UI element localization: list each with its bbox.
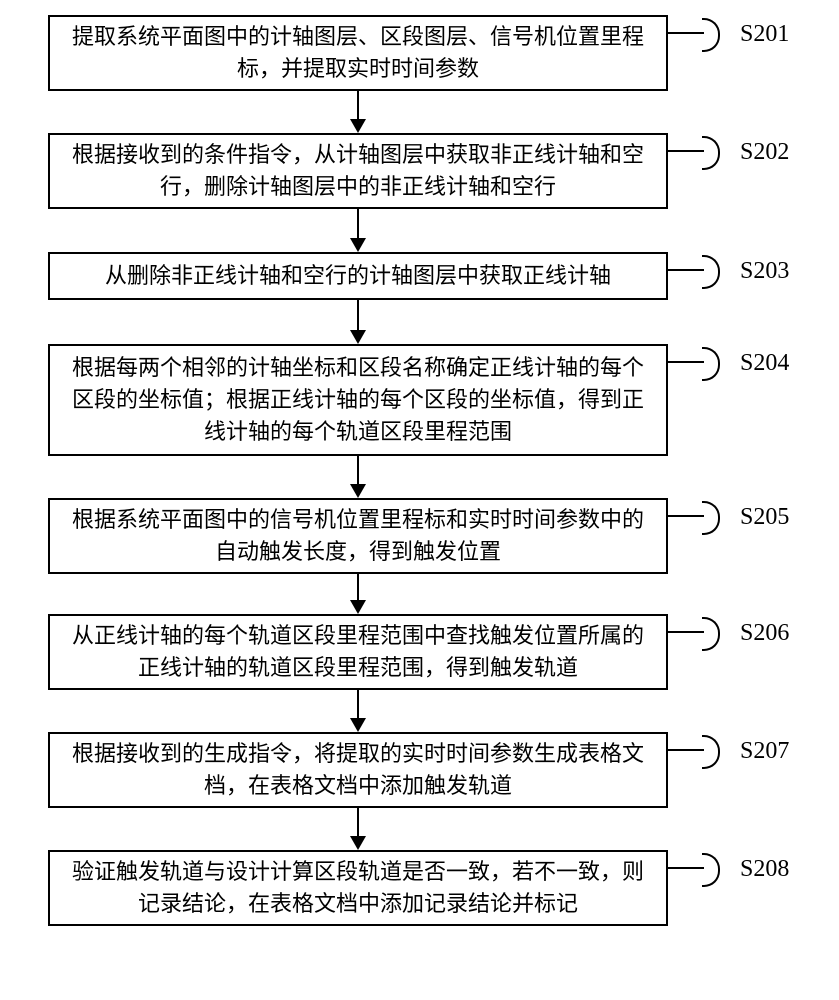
tie-s202 xyxy=(668,136,720,166)
step-s204: 根据每两个相邻的计轴坐标和区段名称确定正线计轴的每个区段的坐标值；根据正线计轴的… xyxy=(48,344,668,456)
arrow-s206-to-s207 xyxy=(348,690,368,732)
step-label-s208: S208 xyxy=(740,856,789,883)
step-text: 根据接收到的生成指令，将提取的实时时间参数生成表格文档，在表格文档中添加触发轨道 xyxy=(64,738,652,802)
step-s203: 从删除非正线计轴和空行的计轴图层中获取正线计轴 xyxy=(48,252,668,300)
step-s208: 验证触发轨道与设计计算区段轨道是否一致，若不一致，则记录结论，在表格文档中添加记… xyxy=(48,850,668,926)
step-text: 提取系统平面图中的计轴图层、区段图层、信号机位置里程标，并提取实时时间参数 xyxy=(64,21,652,85)
arrow-s201-to-s202 xyxy=(348,91,368,133)
tie-s208 xyxy=(668,853,720,883)
step-s201: 提取系统平面图中的计轴图层、区段图层、信号机位置里程标，并提取实时时间参数 xyxy=(48,15,668,91)
flowchart-canvas: 提取系统平面图中的计轴图层、区段图层、信号机位置里程标，并提取实时时间参数 S20… xyxy=(0,0,839,1000)
step-s205: 根据系统平面图中的信号机位置里程标和实时时间参数中的自动触发长度，得到触发位置 xyxy=(48,498,668,574)
arrow-s207-to-s208 xyxy=(348,808,368,850)
step-label-s201: S201 xyxy=(740,21,789,48)
step-label-s202: S202 xyxy=(740,139,789,166)
step-s206: 从正线计轴的每个轨道区段里程范围中查找触发位置所属的正线计轴的轨道区段里程范围，… xyxy=(48,614,668,690)
arrow-s204-to-s205 xyxy=(348,456,368,498)
step-text: 验证触发轨道与设计计算区段轨道是否一致，若不一致，则记录结论，在表格文档中添加记… xyxy=(64,856,652,920)
step-s202: 根据接收到的条件指令，从计轴图层中获取非正线计轴和空行，删除计轴图层中的非正线计… xyxy=(48,133,668,209)
tie-s201 xyxy=(668,18,720,48)
step-label-s206: S206 xyxy=(740,620,789,647)
step-label-s207: S207 xyxy=(740,738,789,765)
arrow-s203-to-s204 xyxy=(348,300,368,344)
step-text: 从删除非正线计轴和空行的计轴图层中获取正线计轴 xyxy=(105,260,611,292)
step-s207: 根据接收到的生成指令，将提取的实时时间参数生成表格文档，在表格文档中添加触发轨道 xyxy=(48,732,668,808)
tie-s205 xyxy=(668,501,720,531)
step-text: 从正线计轴的每个轨道区段里程范围中查找触发位置所属的正线计轴的轨道区段里程范围，… xyxy=(64,620,652,684)
step-text: 根据接收到的条件指令，从计轴图层中获取非正线计轴和空行，删除计轴图层中的非正线计… xyxy=(64,139,652,203)
step-label-s204: S204 xyxy=(740,350,789,377)
step-label-s205: S205 xyxy=(740,504,789,531)
arrow-s202-to-s203 xyxy=(348,209,368,252)
step-label-s203: S203 xyxy=(740,258,789,285)
tie-s206 xyxy=(668,617,720,647)
step-text: 根据系统平面图中的信号机位置里程标和实时时间参数中的自动触发长度，得到触发位置 xyxy=(64,504,652,568)
tie-s203 xyxy=(668,255,720,285)
tie-s207 xyxy=(668,735,720,765)
step-text: 根据每两个相邻的计轴坐标和区段名称确定正线计轴的每个区段的坐标值；根据正线计轴的… xyxy=(64,352,652,448)
arrow-s205-to-s206 xyxy=(348,574,368,614)
tie-s204 xyxy=(668,347,720,377)
